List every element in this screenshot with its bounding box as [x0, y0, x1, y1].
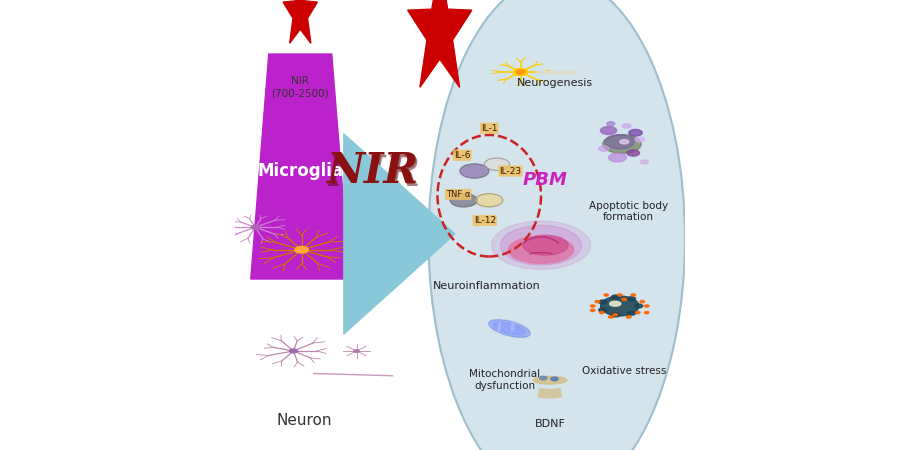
Ellipse shape: [493, 322, 526, 335]
Ellipse shape: [550, 377, 558, 381]
Text: PBM: PBM: [523, 171, 567, 189]
Ellipse shape: [513, 68, 528, 76]
Ellipse shape: [626, 316, 630, 318]
Ellipse shape: [640, 301, 644, 303]
Ellipse shape: [598, 308, 607, 312]
Ellipse shape: [598, 146, 608, 151]
Ellipse shape: [522, 235, 567, 255]
Ellipse shape: [627, 311, 635, 315]
Ellipse shape: [611, 295, 618, 299]
Polygon shape: [407, 0, 471, 87]
Ellipse shape: [607, 153, 626, 162]
Ellipse shape: [640, 160, 648, 164]
Ellipse shape: [590, 305, 595, 307]
Ellipse shape: [607, 316, 612, 318]
Ellipse shape: [606, 122, 614, 126]
Text: Neuron: Neuron: [277, 413, 332, 428]
Ellipse shape: [595, 301, 599, 303]
Ellipse shape: [539, 376, 546, 380]
Text: NIR: NIR: [327, 151, 419, 194]
Ellipse shape: [488, 320, 529, 338]
Text: Microglia: Microglia: [257, 162, 343, 180]
Ellipse shape: [532, 376, 566, 384]
Ellipse shape: [604, 294, 607, 296]
Ellipse shape: [571, 70, 577, 74]
Ellipse shape: [449, 194, 477, 207]
Text: NIR
(700-2500): NIR (700-2500): [271, 76, 329, 98]
Ellipse shape: [508, 236, 573, 263]
Ellipse shape: [500, 225, 581, 265]
Ellipse shape: [428, 0, 685, 450]
Ellipse shape: [634, 137, 644, 142]
Text: Apoptotic body
formation: Apoptotic body formation: [588, 201, 667, 222]
Ellipse shape: [599, 311, 604, 314]
Ellipse shape: [644, 305, 648, 307]
Ellipse shape: [644, 311, 648, 314]
Text: IL-1: IL-1: [481, 124, 497, 133]
Ellipse shape: [600, 126, 616, 135]
Text: NIR: NIR: [328, 153, 420, 195]
Text: IL-12: IL-12: [473, 216, 495, 225]
Text: IL-6: IL-6: [453, 151, 470, 160]
Ellipse shape: [634, 304, 642, 308]
Polygon shape: [283, 0, 317, 43]
Ellipse shape: [628, 130, 641, 136]
Ellipse shape: [626, 150, 639, 156]
Text: Mitochondrial
dysfunction: Mitochondrial dysfunction: [469, 369, 540, 391]
Ellipse shape: [289, 349, 297, 353]
Text: IL-23: IL-23: [499, 166, 521, 176]
Text: Neuroinflammation: Neuroinflammation: [433, 281, 540, 291]
Text: Neurogenesis: Neurogenesis: [516, 78, 592, 88]
Text: NIR: NIR: [326, 150, 418, 192]
Ellipse shape: [602, 135, 641, 153]
Text: BDNF: BDNF: [534, 419, 565, 429]
FancyArrowPatch shape: [344, 134, 455, 334]
Ellipse shape: [619, 140, 628, 144]
Ellipse shape: [621, 298, 626, 301]
Ellipse shape: [491, 221, 590, 270]
Ellipse shape: [475, 194, 502, 207]
Polygon shape: [251, 54, 349, 279]
Ellipse shape: [516, 70, 525, 74]
Text: Oxidative stress: Oxidative stress: [582, 366, 665, 376]
Ellipse shape: [605, 135, 634, 149]
Ellipse shape: [609, 302, 620, 306]
Ellipse shape: [598, 300, 607, 304]
Ellipse shape: [617, 294, 621, 296]
Ellipse shape: [627, 297, 635, 301]
Ellipse shape: [460, 164, 488, 178]
Ellipse shape: [251, 225, 259, 229]
Ellipse shape: [483, 158, 509, 171]
Ellipse shape: [611, 313, 618, 317]
Ellipse shape: [590, 309, 595, 311]
Ellipse shape: [621, 124, 630, 128]
Ellipse shape: [635, 311, 640, 314]
Ellipse shape: [600, 296, 638, 316]
Ellipse shape: [354, 350, 358, 352]
Ellipse shape: [294, 247, 308, 253]
Ellipse shape: [630, 294, 635, 296]
Text: TNF α: TNF α: [446, 190, 470, 199]
Ellipse shape: [612, 314, 617, 316]
